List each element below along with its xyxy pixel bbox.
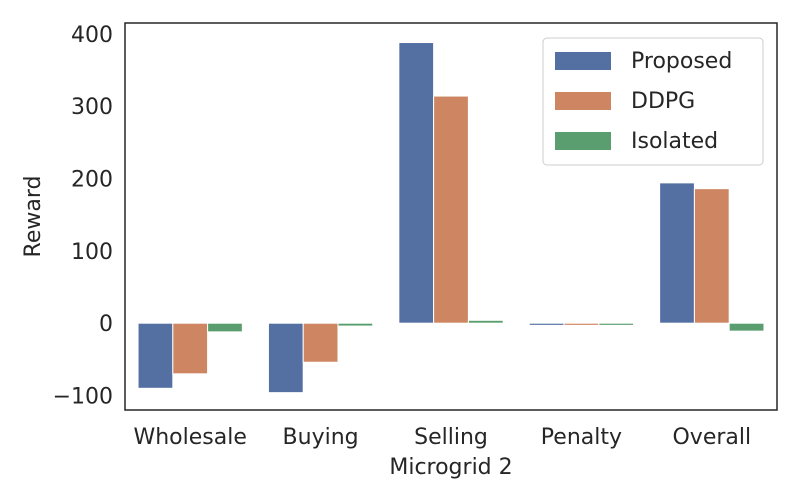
x-tick-label: Overall [672, 425, 751, 450]
y-axis-ticks: −100 0 100 200 300 400 [53, 23, 113, 410]
y-axis-label: Reward [21, 176, 46, 258]
bar-proposed-penalty [528, 322, 565, 326]
y-tick-label: 400 [71, 23, 113, 48]
bar-isolated-buying [337, 322, 374, 327]
bars-layer [137, 42, 765, 394]
x-tick-label: Buying [283, 425, 359, 450]
legend-swatch-isolated [555, 132, 611, 150]
bar-isolated-selling [467, 319, 504, 324]
bar-proposed-overall [659, 182, 695, 324]
y-tick-label: 200 [71, 168, 113, 193]
legend-swatch-proposed [555, 52, 611, 70]
legend-swatch-ddpg [555, 92, 611, 110]
bar-ddpg-buying [302, 322, 339, 363]
y-tick-label: 100 [71, 240, 113, 265]
bar-isolated-wholesale [207, 322, 243, 333]
bar-proposed-buying [267, 322, 304, 394]
bar-ddpg-penalty [563, 322, 600, 326]
legend-label-ddpg: DDPG [631, 89, 695, 114]
x-tick-label: Selling [414, 425, 488, 450]
legend-label-proposed: Proposed [631, 49, 732, 74]
y-tick-label: −100 [53, 385, 113, 410]
bar-ddpg-overall [693, 188, 730, 324]
x-axis-ticks: Wholesale Buying Selling Penalty Overall [133, 425, 751, 450]
bar-ddpg-selling [433, 95, 469, 324]
x-axis-label: Microgrid 2 [389, 455, 512, 480]
y-tick-label: 0 [99, 312, 113, 337]
plot-frame [124, 22, 778, 411]
y-tick-label: 300 [71, 95, 113, 120]
legend-label-isolated: Isolated [631, 129, 718, 154]
x-tick-label: Penalty [541, 425, 622, 450]
x-tick-label: Wholesale [133, 425, 246, 450]
bar-ddpg-wholesale [172, 322, 209, 375]
bar-proposed-wholesale [137, 322, 174, 389]
bar-proposed-selling [398, 42, 435, 324]
bar-isolated-overall [728, 322, 765, 332]
bar-isolated-penalty [598, 322, 635, 326]
legend: Proposed DDPG Isolated [542, 37, 764, 166]
